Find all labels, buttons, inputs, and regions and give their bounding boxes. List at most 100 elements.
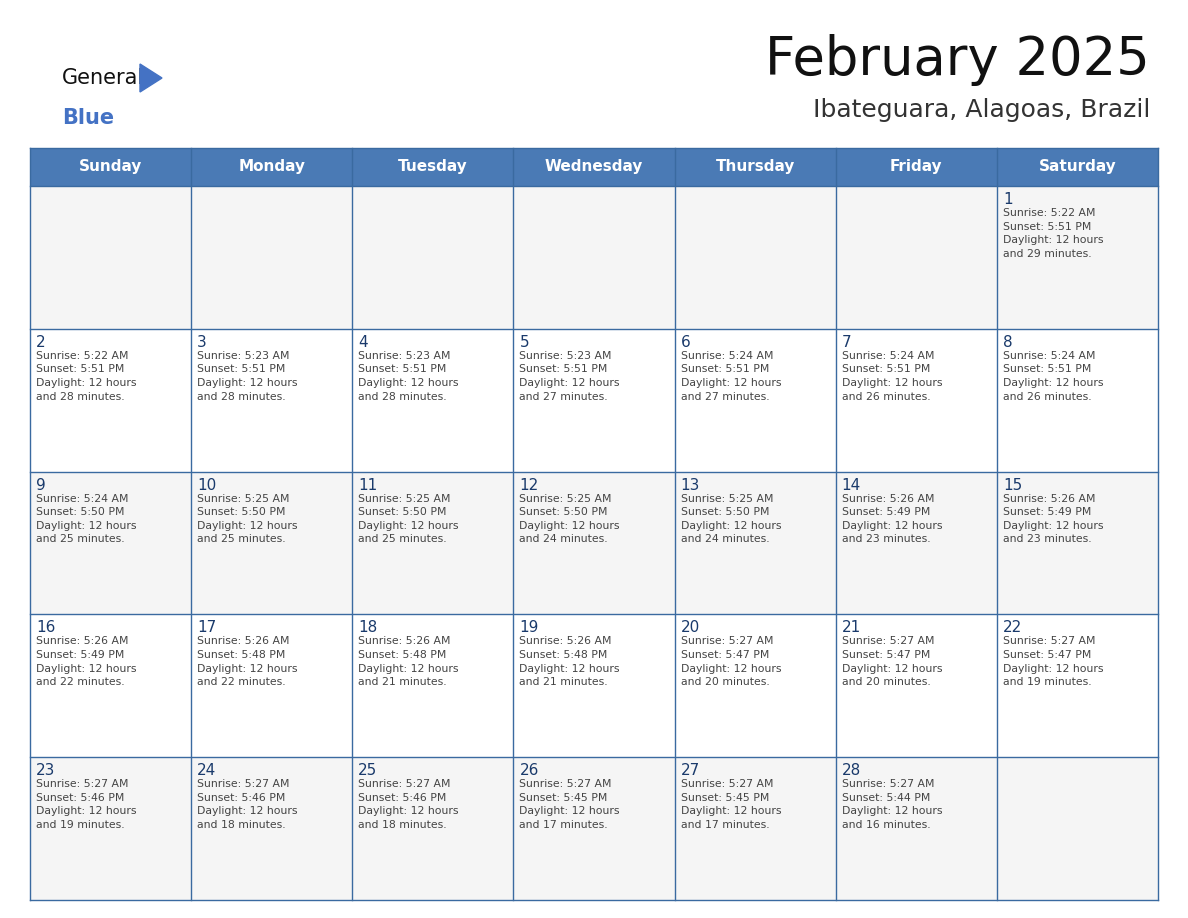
Text: Sunrise: 5:26 AM
Sunset: 5:48 PM
Daylight: 12 hours
and 22 minutes.: Sunrise: 5:26 AM Sunset: 5:48 PM Dayligh… bbox=[197, 636, 298, 688]
Text: Sunrise: 5:25 AM
Sunset: 5:50 PM
Daylight: 12 hours
and 24 minutes.: Sunrise: 5:25 AM Sunset: 5:50 PM Dayligh… bbox=[681, 494, 781, 544]
Text: 13: 13 bbox=[681, 477, 700, 493]
Text: Sunrise: 5:25 AM
Sunset: 5:50 PM
Daylight: 12 hours
and 24 minutes.: Sunrise: 5:25 AM Sunset: 5:50 PM Dayligh… bbox=[519, 494, 620, 544]
Bar bbox=[30, 186, 191, 329]
Bar bbox=[353, 186, 513, 329]
Text: Sunrise: 5:26 AM
Sunset: 5:48 PM
Daylight: 12 hours
and 21 minutes.: Sunrise: 5:26 AM Sunset: 5:48 PM Dayligh… bbox=[519, 636, 620, 688]
Text: Sunrise: 5:24 AM
Sunset: 5:51 PM
Daylight: 12 hours
and 26 minutes.: Sunrise: 5:24 AM Sunset: 5:51 PM Dayligh… bbox=[1003, 351, 1104, 401]
Text: Sunrise: 5:24 AM
Sunset: 5:51 PM
Daylight: 12 hours
and 27 minutes.: Sunrise: 5:24 AM Sunset: 5:51 PM Dayligh… bbox=[681, 351, 781, 401]
Text: 9: 9 bbox=[36, 477, 46, 493]
Bar bbox=[835, 614, 997, 757]
Text: Sunrise: 5:22 AM
Sunset: 5:51 PM
Daylight: 12 hours
and 28 minutes.: Sunrise: 5:22 AM Sunset: 5:51 PM Dayligh… bbox=[36, 351, 137, 401]
Text: 6: 6 bbox=[681, 335, 690, 350]
Text: Sunrise: 5:23 AM
Sunset: 5:51 PM
Daylight: 12 hours
and 28 minutes.: Sunrise: 5:23 AM Sunset: 5:51 PM Dayligh… bbox=[197, 351, 298, 401]
Bar bbox=[997, 614, 1158, 757]
Text: 5: 5 bbox=[519, 335, 529, 350]
Polygon shape bbox=[140, 64, 162, 92]
Text: Sunrise: 5:26 AM
Sunset: 5:48 PM
Daylight: 12 hours
and 21 minutes.: Sunrise: 5:26 AM Sunset: 5:48 PM Dayligh… bbox=[359, 636, 459, 688]
Text: Sunrise: 5:23 AM
Sunset: 5:51 PM
Daylight: 12 hours
and 27 minutes.: Sunrise: 5:23 AM Sunset: 5:51 PM Dayligh… bbox=[519, 351, 620, 401]
Text: February 2025: February 2025 bbox=[765, 34, 1150, 86]
Bar bbox=[30, 472, 191, 614]
Text: Sunrise: 5:24 AM
Sunset: 5:50 PM
Daylight: 12 hours
and 25 minutes.: Sunrise: 5:24 AM Sunset: 5:50 PM Dayligh… bbox=[36, 494, 137, 544]
Text: 25: 25 bbox=[359, 763, 378, 778]
Bar bbox=[353, 148, 513, 186]
Bar bbox=[675, 757, 835, 900]
Text: Sunday: Sunday bbox=[78, 160, 143, 174]
Text: 3: 3 bbox=[197, 335, 207, 350]
Text: 27: 27 bbox=[681, 763, 700, 778]
Bar bbox=[30, 329, 191, 472]
Text: 16: 16 bbox=[36, 621, 56, 635]
Text: Sunrise: 5:26 AM
Sunset: 5:49 PM
Daylight: 12 hours
and 23 minutes.: Sunrise: 5:26 AM Sunset: 5:49 PM Dayligh… bbox=[842, 494, 942, 544]
Bar bbox=[191, 757, 353, 900]
Bar bbox=[191, 329, 353, 472]
Bar bbox=[191, 148, 353, 186]
Text: 17: 17 bbox=[197, 621, 216, 635]
Bar bbox=[513, 614, 675, 757]
Bar bbox=[353, 472, 513, 614]
Bar bbox=[30, 614, 191, 757]
Text: 7: 7 bbox=[842, 335, 852, 350]
Text: 18: 18 bbox=[359, 621, 378, 635]
Text: 11: 11 bbox=[359, 477, 378, 493]
Text: Sunrise: 5:25 AM
Sunset: 5:50 PM
Daylight: 12 hours
and 25 minutes.: Sunrise: 5:25 AM Sunset: 5:50 PM Dayligh… bbox=[197, 494, 298, 544]
Bar bbox=[675, 186, 835, 329]
Bar bbox=[997, 148, 1158, 186]
Bar bbox=[835, 186, 997, 329]
Text: 26: 26 bbox=[519, 763, 539, 778]
Bar bbox=[997, 329, 1158, 472]
Bar bbox=[353, 614, 513, 757]
Text: Sunrise: 5:23 AM
Sunset: 5:51 PM
Daylight: 12 hours
and 28 minutes.: Sunrise: 5:23 AM Sunset: 5:51 PM Dayligh… bbox=[359, 351, 459, 401]
Text: 28: 28 bbox=[842, 763, 861, 778]
Bar bbox=[191, 472, 353, 614]
Bar bbox=[353, 329, 513, 472]
Bar bbox=[513, 472, 675, 614]
Text: Blue: Blue bbox=[62, 108, 114, 128]
Bar bbox=[30, 148, 191, 186]
Bar bbox=[675, 614, 835, 757]
Text: Sunrise: 5:24 AM
Sunset: 5:51 PM
Daylight: 12 hours
and 26 minutes.: Sunrise: 5:24 AM Sunset: 5:51 PM Dayligh… bbox=[842, 351, 942, 401]
Bar bbox=[513, 148, 675, 186]
Bar bbox=[997, 472, 1158, 614]
Text: Sunrise: 5:25 AM
Sunset: 5:50 PM
Daylight: 12 hours
and 25 minutes.: Sunrise: 5:25 AM Sunset: 5:50 PM Dayligh… bbox=[359, 494, 459, 544]
Bar bbox=[835, 757, 997, 900]
Text: 4: 4 bbox=[359, 335, 368, 350]
Text: Sunrise: 5:27 AM
Sunset: 5:47 PM
Daylight: 12 hours
and 19 minutes.: Sunrise: 5:27 AM Sunset: 5:47 PM Dayligh… bbox=[1003, 636, 1104, 688]
Text: 10: 10 bbox=[197, 477, 216, 493]
Text: General: General bbox=[62, 68, 144, 88]
Text: Monday: Monday bbox=[239, 160, 305, 174]
Text: Sunrise: 5:27 AM
Sunset: 5:46 PM
Daylight: 12 hours
and 18 minutes.: Sunrise: 5:27 AM Sunset: 5:46 PM Dayligh… bbox=[359, 779, 459, 830]
Bar bbox=[835, 472, 997, 614]
Bar bbox=[675, 329, 835, 472]
Bar bbox=[997, 757, 1158, 900]
Text: Tuesday: Tuesday bbox=[398, 160, 468, 174]
Text: 1: 1 bbox=[1003, 192, 1012, 207]
Text: 15: 15 bbox=[1003, 477, 1022, 493]
Text: Sunrise: 5:26 AM
Sunset: 5:49 PM
Daylight: 12 hours
and 23 minutes.: Sunrise: 5:26 AM Sunset: 5:49 PM Dayligh… bbox=[1003, 494, 1104, 544]
Text: Sunrise: 5:27 AM
Sunset: 5:46 PM
Daylight: 12 hours
and 18 minutes.: Sunrise: 5:27 AM Sunset: 5:46 PM Dayligh… bbox=[197, 779, 298, 830]
Bar bbox=[191, 186, 353, 329]
Bar bbox=[30, 757, 191, 900]
Text: 23: 23 bbox=[36, 763, 56, 778]
Text: Sunrise: 5:27 AM
Sunset: 5:46 PM
Daylight: 12 hours
and 19 minutes.: Sunrise: 5:27 AM Sunset: 5:46 PM Dayligh… bbox=[36, 779, 137, 830]
Text: Sunrise: 5:22 AM
Sunset: 5:51 PM
Daylight: 12 hours
and 29 minutes.: Sunrise: 5:22 AM Sunset: 5:51 PM Dayligh… bbox=[1003, 208, 1104, 259]
Text: Sunrise: 5:27 AM
Sunset: 5:45 PM
Daylight: 12 hours
and 17 minutes.: Sunrise: 5:27 AM Sunset: 5:45 PM Dayligh… bbox=[519, 779, 620, 830]
Bar bbox=[353, 757, 513, 900]
Text: 12: 12 bbox=[519, 477, 538, 493]
Text: Sunrise: 5:27 AM
Sunset: 5:44 PM
Daylight: 12 hours
and 16 minutes.: Sunrise: 5:27 AM Sunset: 5:44 PM Dayligh… bbox=[842, 779, 942, 830]
Text: Sunrise: 5:27 AM
Sunset: 5:45 PM
Daylight: 12 hours
and 17 minutes.: Sunrise: 5:27 AM Sunset: 5:45 PM Dayligh… bbox=[681, 779, 781, 830]
Text: 14: 14 bbox=[842, 477, 861, 493]
Text: Ibateguara, Alagoas, Brazil: Ibateguara, Alagoas, Brazil bbox=[813, 98, 1150, 122]
Bar bbox=[513, 186, 675, 329]
Text: 24: 24 bbox=[197, 763, 216, 778]
Bar bbox=[513, 757, 675, 900]
Text: 20: 20 bbox=[681, 621, 700, 635]
Bar bbox=[675, 472, 835, 614]
Text: 8: 8 bbox=[1003, 335, 1012, 350]
Text: Sunrise: 5:27 AM
Sunset: 5:47 PM
Daylight: 12 hours
and 20 minutes.: Sunrise: 5:27 AM Sunset: 5:47 PM Dayligh… bbox=[681, 636, 781, 688]
Text: Sunrise: 5:26 AM
Sunset: 5:49 PM
Daylight: 12 hours
and 22 minutes.: Sunrise: 5:26 AM Sunset: 5:49 PM Dayligh… bbox=[36, 636, 137, 688]
Bar bbox=[675, 148, 835, 186]
Text: Friday: Friday bbox=[890, 160, 942, 174]
Bar bbox=[835, 148, 997, 186]
Text: Thursday: Thursday bbox=[715, 160, 795, 174]
Bar bbox=[191, 614, 353, 757]
